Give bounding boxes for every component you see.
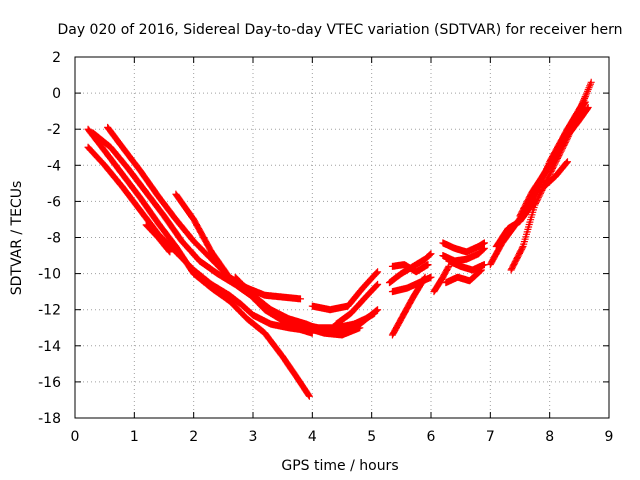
y-tick-label: -16 — [38, 375, 61, 391]
y-tick-label: -12 — [38, 303, 61, 319]
data-series-8 — [308, 268, 382, 314]
axis-ticks: 0 1 2 3 4 5 6 7 8 9 -18 -16 -14 -12 -10 -8 -6 -4 -2 0 2 — [38, 50, 613, 445]
series-9-points — [332, 280, 382, 328]
data-series-22 — [516, 78, 595, 220]
y-tick-label: -18 — [38, 411, 61, 427]
x-tick-label: 4 — [308, 429, 317, 445]
series-16-points — [442, 266, 485, 287]
data-series-17 — [445, 257, 488, 274]
y-axis-title: SDTVAR / TECUs — [9, 181, 25, 296]
y-tick-label: -14 — [38, 339, 61, 355]
series-23-points — [540, 158, 571, 191]
series-13-points — [388, 261, 432, 276]
x-tick-label: 8 — [545, 429, 554, 445]
y-tick-label: -4 — [47, 158, 61, 174]
data-series-7 — [231, 273, 364, 339]
x-tick-label: 7 — [486, 429, 495, 445]
x-tick-label: 2 — [189, 429, 198, 445]
series-2-points — [84, 143, 316, 337]
series-22-points — [516, 78, 595, 220]
y-tick-label: 2 — [52, 50, 61, 66]
y-tick-label: 0 — [52, 86, 61, 102]
data-series-13 — [388, 261, 432, 276]
chart-title: Day 020 of 2016, Sidereal Day-to-day VTE… — [57, 22, 622, 38]
series-7-points — [231, 273, 364, 339]
y-tick-label: -10 — [38, 267, 61, 283]
data-series-9 — [332, 280, 382, 328]
series-5-points — [142, 221, 174, 256]
data-series-5 — [142, 221, 174, 256]
data-series-16 — [442, 266, 485, 287]
y-tick-label: -8 — [47, 231, 61, 247]
x-axis-title: GPS time / hours — [281, 458, 398, 474]
series-17-points — [445, 257, 488, 274]
y-tick-label: -6 — [47, 194, 61, 210]
data-points — [84, 78, 595, 400]
data-series-18 — [430, 262, 453, 296]
y-tick-label: -2 — [47, 122, 61, 138]
data-series-12 — [388, 273, 435, 296]
grid-lines — [75, 57, 609, 418]
series-12-points — [388, 273, 435, 296]
x-tick-label: 0 — [71, 429, 80, 445]
x-tick-label: 3 — [249, 429, 258, 445]
x-tick-label: 6 — [427, 429, 436, 445]
x-tick-label: 1 — [130, 429, 139, 445]
x-tick-label: 5 — [367, 429, 376, 445]
series-18-points — [430, 262, 453, 296]
data-series-14 — [439, 239, 488, 256]
data-series-23 — [540, 158, 571, 191]
series-8-points — [308, 268, 382, 314]
x-tick-label: 9 — [605, 429, 614, 445]
data-series-2 — [84, 143, 316, 337]
series-14-points — [439, 239, 488, 256]
